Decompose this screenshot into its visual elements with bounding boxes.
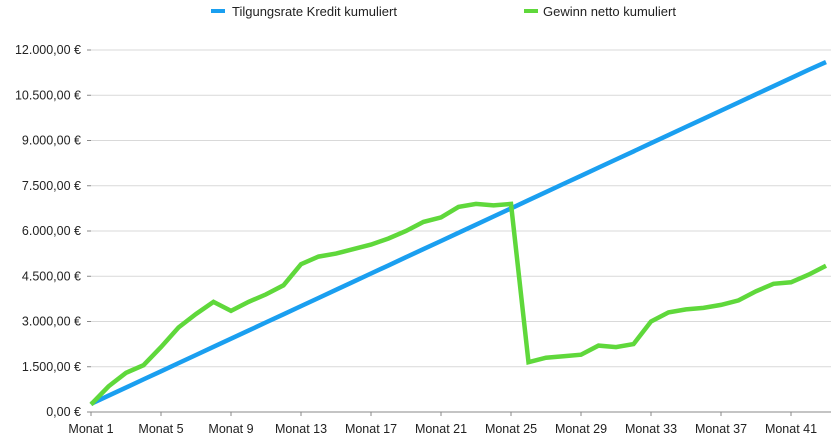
x-tick-label: Monat 33 xyxy=(625,422,677,436)
y-tick-label: 3.000,00 € xyxy=(22,315,81,329)
x-tick-label: Monat 25 xyxy=(485,422,537,436)
x-tick-label: Monat 5 xyxy=(138,422,183,436)
y-tick-label: 4.500,00 € xyxy=(22,269,81,283)
y-tick-label: 9.000,00 € xyxy=(22,134,81,148)
legend-label: Tilgungsrate Kredit kumuliert xyxy=(232,4,397,19)
y-tick-label: 0,00 € xyxy=(46,405,81,419)
y-tick-label: 6.000,00 € xyxy=(22,224,81,238)
x-tick-label: Monat 37 xyxy=(695,422,747,436)
series-line-1 xyxy=(90,60,827,406)
gridlines xyxy=(91,49,831,413)
x-tick-label: Monat 9 xyxy=(208,422,253,436)
y-axis-ticks: 0,00 € 1.500,00 € 3.000,00 € 4.500,00 € 6.00… xyxy=(15,43,91,419)
x-axis-ticks: Monat 1 Monat 5 Monat 9 Monat 13 Monat 17 Mon… xyxy=(68,412,817,436)
x-tick-label: Monat 1 xyxy=(68,422,113,436)
legend: Tilgungsrate Kredit kumuliert Gewinn nett… xyxy=(211,4,676,19)
y-tick-label: 12.000,00 € xyxy=(15,43,81,57)
y-tick-label: 10.500,00 € xyxy=(15,88,81,102)
y-tick-label: 7.500,00 € xyxy=(22,179,81,193)
x-tick-label: Monat 29 xyxy=(555,422,607,436)
x-tick-label: Monat 21 xyxy=(415,422,467,436)
x-tick-label: Monat 41 xyxy=(765,422,817,436)
y-tick-label: 1.500,00 € xyxy=(22,360,81,374)
x-tick-label: Monat 13 xyxy=(275,422,327,436)
legend-label: Gewinn netto kumuliert xyxy=(543,4,676,19)
series-lines xyxy=(89,60,828,407)
series-line-2 xyxy=(89,201,828,407)
x-tick-label: Monat 17 xyxy=(345,422,397,436)
